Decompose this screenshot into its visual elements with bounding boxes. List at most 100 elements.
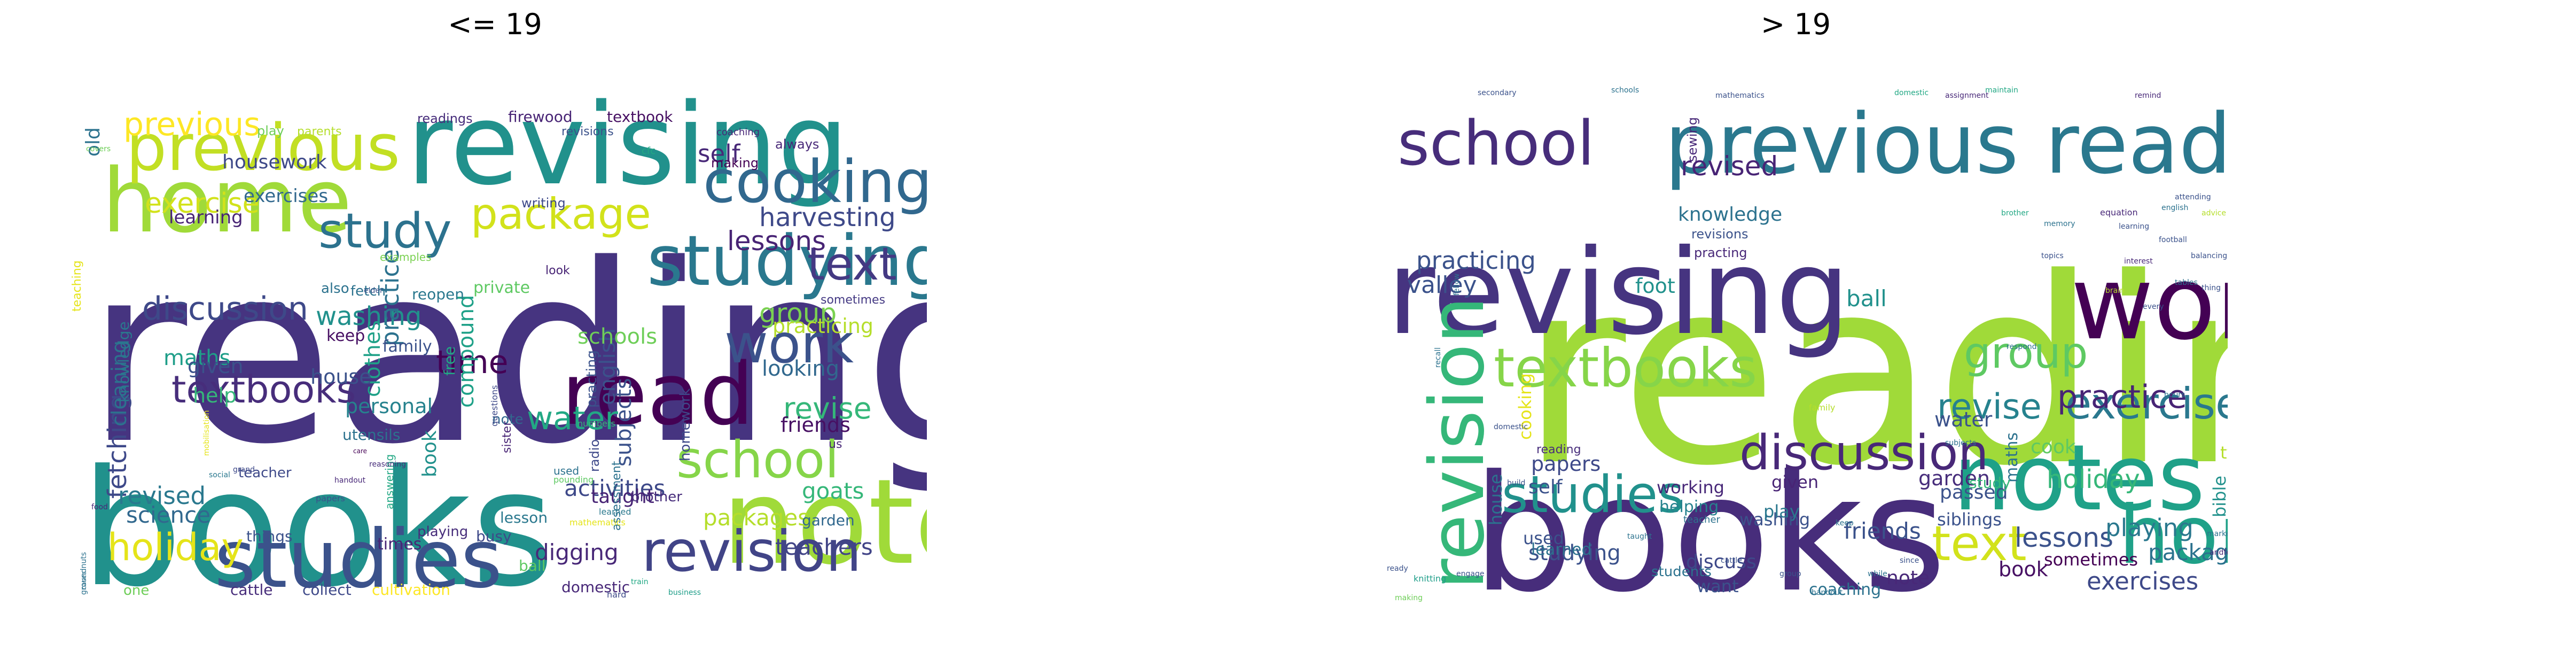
word-questions: questions [489, 385, 499, 426]
word-used: used [1523, 528, 1564, 548]
word-holiday: holiday [2047, 464, 2140, 494]
word-revisions: revisions [1691, 227, 1748, 242]
word-book: book [1999, 557, 2048, 581]
chart-title-right: > 19 [1760, 7, 1831, 41]
word-tv: tv [2220, 443, 2228, 463]
word-work: work [2071, 244, 2228, 362]
word-lessons: lessons [727, 226, 826, 257]
word-practicing: practicing [1416, 246, 1536, 275]
chart-title-left: <= 19 [448, 7, 542, 41]
word-tables: tables [2175, 278, 2198, 287]
word-exercise: exercise [2065, 379, 2228, 429]
word-clothes: clothes [361, 320, 385, 397]
word-taught: taught [1627, 532, 1652, 541]
word-cleaning: cleaning [107, 340, 131, 426]
word-teacher: teacher [1683, 514, 1721, 525]
word-always: always [775, 137, 819, 152]
word-goats: goats [802, 478, 864, 504]
word-books: books [1472, 441, 1947, 610]
word-self: self [698, 139, 741, 168]
word-activities: activities [564, 475, 665, 501]
word-reopen: reopen [412, 285, 464, 303]
word-water: water [527, 400, 618, 437]
word-help: help [193, 384, 237, 407]
word-passed: passed [1940, 482, 2008, 503]
word-given: given [188, 354, 244, 378]
word-ball: ball [519, 557, 546, 575]
word-football: football [2159, 236, 2187, 244]
word-fellow: fellow [1453, 274, 1461, 296]
word-also: also [321, 281, 349, 297]
word-ready: ready [1387, 564, 1408, 573]
word-us: us [829, 438, 842, 451]
word-studies: studies [214, 513, 502, 606]
word-group: group [759, 298, 837, 329]
word-book: book [419, 430, 441, 477]
word-fetch: fetch [350, 283, 386, 299]
word-one: one [123, 583, 149, 599]
word-interest: interest [2124, 257, 2153, 266]
word-textbook: textbook [607, 108, 673, 126]
word-used: used [553, 464, 579, 477]
word-play: play [1763, 501, 1800, 522]
word-social: social [209, 471, 230, 479]
word-sometimes: sometimes [821, 293, 885, 307]
word-exercises: exercises [244, 185, 328, 207]
word-groundnuts: groundnuts [80, 552, 88, 595]
word-collect: collect [302, 581, 352, 599]
word-discussion: discussion [142, 290, 308, 328]
word-thing: thing [2202, 284, 2221, 292]
word-recall: recall [1434, 347, 1442, 368]
word-taught: taught [591, 486, 654, 508]
word-brother: brother [631, 489, 682, 505]
word-helping: helping [1659, 498, 1719, 516]
word-reading: reading [1520, 223, 2228, 522]
word-discuss: discuss [1686, 551, 1757, 573]
word-radio: radio [587, 439, 602, 472]
word-school: school [676, 431, 839, 490]
word-work: work [724, 313, 854, 375]
word-coaching: coaching [1809, 580, 1881, 599]
word-sister: sister [501, 421, 514, 453]
word-cooking: cooking [1515, 373, 1535, 440]
word-keep: keep [326, 327, 365, 345]
word-making: making [711, 156, 759, 170]
word-brain: brain [2105, 286, 2125, 295]
word-lesson: lesson [500, 509, 548, 526]
word-revising: revising [1387, 224, 1850, 361]
word-cases: cases [80, 571, 88, 590]
word-notes: notes [722, 454, 927, 591]
word-text: text [807, 238, 897, 291]
word-packages: packages [2148, 539, 2228, 565]
word-secondary: secondary [1478, 89, 1517, 97]
word-previous: previous [123, 106, 261, 143]
word-play: play [257, 123, 284, 138]
word-reading: reading [86, 212, 927, 498]
word-revision: revision [1414, 296, 1501, 590]
word-cfc: cfc [642, 145, 655, 157]
word-garden: garden [1918, 467, 1990, 490]
word-study: study [318, 203, 452, 259]
word-while: while [1868, 570, 1887, 578]
word-teachers: teachers [775, 534, 873, 560]
word-engage: engage [1456, 570, 1484, 578]
word-home: home [102, 150, 352, 252]
word-previous-read: previous read [1665, 96, 2228, 192]
word-time: time [436, 344, 509, 381]
word-brother: brother [2001, 209, 2029, 218]
word-answering: answering [383, 454, 396, 509]
word-build: build [1507, 479, 1525, 487]
word-learned: learned [1531, 540, 1592, 559]
word-studying: studying [1528, 541, 1621, 565]
word-housework: housework [222, 151, 327, 173]
word-house: house [1486, 474, 1506, 526]
word-practing: practing [584, 350, 600, 408]
word-practicing: practicing [772, 314, 873, 338]
word-domestic: domestic [1894, 89, 1929, 97]
word-school: school [1398, 108, 1595, 180]
word-study: study [1969, 474, 2011, 492]
word-given: given [1771, 472, 1818, 492]
word-lessons: lessons [2015, 522, 2113, 553]
